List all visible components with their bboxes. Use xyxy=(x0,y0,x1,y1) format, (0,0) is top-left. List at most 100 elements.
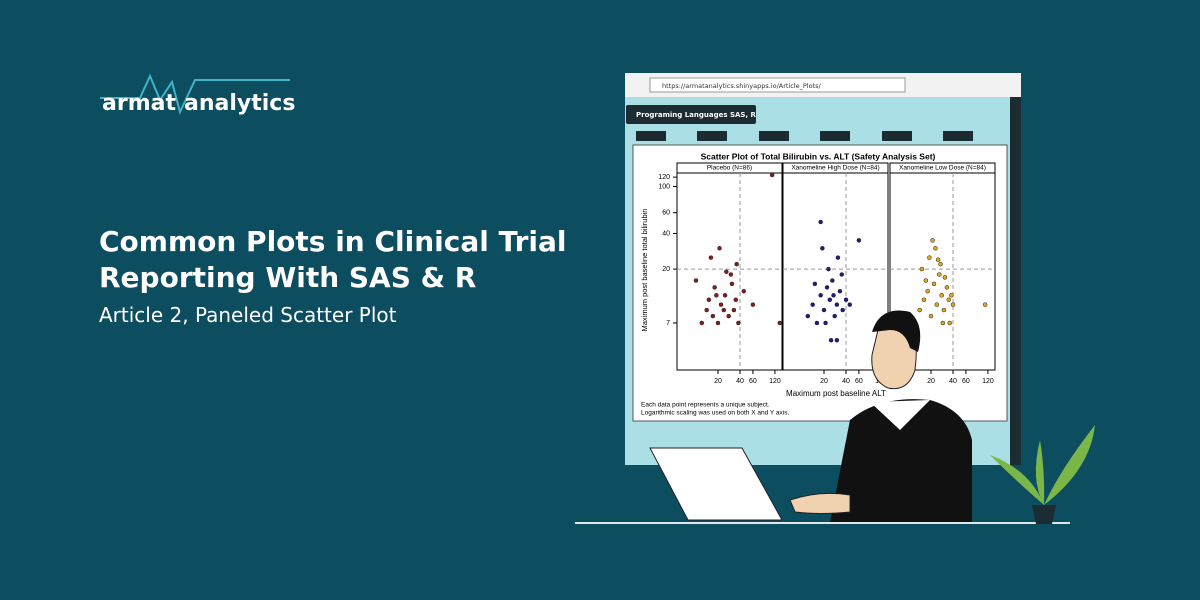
point xyxy=(856,238,862,243)
point xyxy=(828,337,834,343)
point xyxy=(731,307,737,313)
x-tick-label: 60 xyxy=(749,378,757,385)
point xyxy=(843,297,849,303)
laptop xyxy=(649,447,783,521)
point xyxy=(923,278,929,283)
panel-frame xyxy=(676,162,783,371)
point xyxy=(818,293,823,298)
point xyxy=(818,219,823,225)
point xyxy=(726,313,731,319)
y-tick-label: 100 xyxy=(658,183,670,190)
point xyxy=(708,255,714,260)
point xyxy=(832,313,837,319)
tab-strip xyxy=(636,131,973,141)
x-tick-label: 60 xyxy=(962,378,970,385)
logo-wave xyxy=(100,73,290,115)
point xyxy=(928,313,934,319)
point xyxy=(736,320,741,326)
point xyxy=(769,172,775,178)
point xyxy=(717,246,722,251)
tab-label: Programing Languages SAS, R xyxy=(636,111,757,119)
point xyxy=(805,313,811,319)
x-tick-label: 120 xyxy=(982,378,994,385)
legend-entry: Xanomeline Low Dose (N=84) xyxy=(899,165,986,172)
point xyxy=(728,272,734,277)
x-label: Maximum post baseline ALT xyxy=(786,389,886,398)
y-tick-label: 60 xyxy=(662,210,670,217)
point xyxy=(721,307,727,313)
point xyxy=(823,320,828,326)
point xyxy=(824,285,830,290)
point xyxy=(830,278,835,283)
point xyxy=(777,320,783,326)
point xyxy=(835,255,841,260)
plot: Scatter Plot of Total Bilirubin vs. ALT … xyxy=(640,151,996,417)
point xyxy=(840,307,845,313)
point xyxy=(699,320,705,326)
hair xyxy=(872,310,921,352)
point xyxy=(950,302,956,307)
point xyxy=(820,246,825,251)
point xyxy=(934,302,940,307)
x-tick-label: 20 xyxy=(820,378,828,385)
tab xyxy=(626,105,756,124)
point xyxy=(944,285,950,290)
panel-frame xyxy=(782,162,889,371)
url-bar xyxy=(649,77,906,93)
point xyxy=(724,269,729,274)
point xyxy=(693,278,699,283)
x-tick-label: 120 xyxy=(769,378,781,385)
logo-left: armat xyxy=(102,91,176,116)
title-line: Reporting With SAS & R xyxy=(99,261,476,294)
scrollbar xyxy=(1010,97,1021,465)
point xyxy=(941,307,947,313)
point xyxy=(946,297,952,303)
point xyxy=(733,297,739,303)
point xyxy=(847,302,853,307)
point xyxy=(931,281,937,287)
point xyxy=(982,302,988,307)
point xyxy=(834,337,840,343)
point xyxy=(741,288,747,294)
point xyxy=(942,275,948,280)
y-tick-label: 7 xyxy=(666,320,670,327)
point xyxy=(704,307,709,313)
point xyxy=(927,255,932,260)
footnote: Each data point represents a unique subj… xyxy=(641,402,770,409)
hand xyxy=(789,492,851,514)
x-tick-label: 20 xyxy=(714,378,722,385)
y-tick-label: 40 xyxy=(662,230,670,237)
point xyxy=(930,238,935,243)
point xyxy=(810,302,815,307)
point xyxy=(750,302,756,307)
y-tick-label: 120 xyxy=(658,174,670,181)
point xyxy=(949,293,954,298)
plant xyxy=(990,425,1095,505)
point xyxy=(935,257,941,262)
y-label: Maximum post baseline total bilirubin xyxy=(640,209,649,332)
point xyxy=(715,320,721,326)
point xyxy=(831,293,836,298)
x-tick-label: 20 xyxy=(927,378,935,385)
panel-frame xyxy=(889,162,996,371)
point xyxy=(937,272,942,277)
x-tick-label: 40 xyxy=(842,378,850,385)
point xyxy=(826,266,831,272)
x-tick-label: 60 xyxy=(855,378,863,385)
point xyxy=(834,302,840,307)
title-line: Common Plots in Clinical Trial xyxy=(99,225,567,258)
chart-title: Scatter Plot of Total Bilirubin vs. ALT … xyxy=(701,151,936,161)
point xyxy=(939,293,944,298)
point xyxy=(921,297,927,303)
logo-right: analytics xyxy=(184,91,295,116)
point xyxy=(734,261,739,267)
legend-entry: Placebo (N=86) xyxy=(707,165,752,172)
y-tick-label: 20 xyxy=(662,266,670,273)
point xyxy=(812,281,818,287)
collar xyxy=(870,400,930,430)
point xyxy=(712,285,717,290)
point xyxy=(821,307,827,313)
point xyxy=(729,281,735,287)
point xyxy=(718,302,724,307)
